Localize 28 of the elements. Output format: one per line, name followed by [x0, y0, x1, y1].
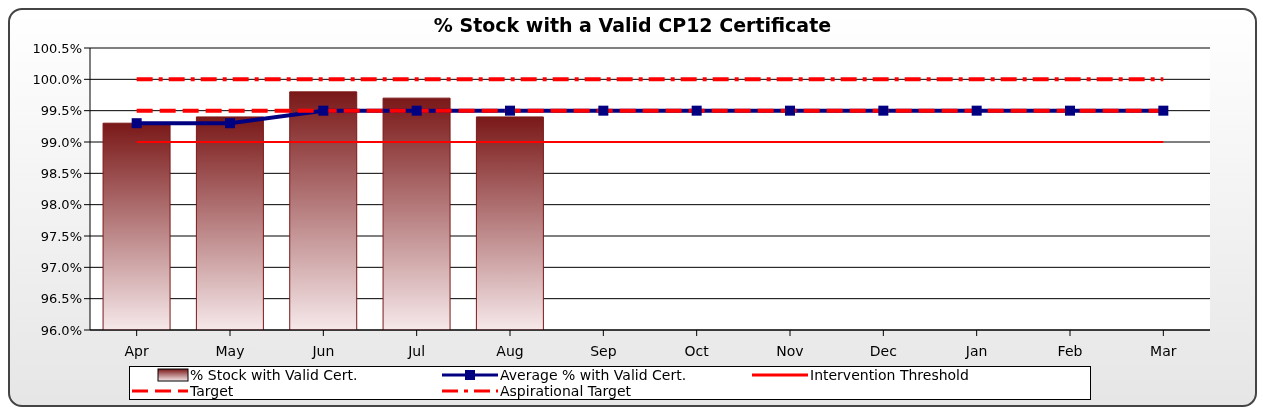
- legend-label: % Stock with Valid Cert.: [190, 367, 358, 383]
- y-tick-label: 98.5%: [40, 165, 82, 181]
- y-tick-label: 97.5%: [40, 228, 82, 244]
- y-tick-label: 100.5%: [32, 40, 82, 56]
- y-tick-label: 97.0%: [40, 259, 82, 275]
- x-tick-label: Jul: [407, 342, 426, 359]
- y-tick-label: 100.0%: [32, 71, 82, 87]
- x-tick-label: Sep: [590, 342, 617, 359]
- chart-title: % Stock with a Valid CP12 Certificate: [432, 13, 833, 38]
- y-tick-label: 99.5%: [40, 103, 82, 119]
- x-tick-label: Apr: [124, 342, 150, 359]
- x-tick-label: Oct: [684, 342, 710, 359]
- y-tick-label: 96.5%: [40, 291, 82, 307]
- x-tick-label: Dec: [869, 342, 897, 359]
- x-tick-label: Feb: [1057, 342, 1083, 359]
- y-tick-label: 99.0%: [40, 134, 82, 150]
- legend-label: Average % with Valid Cert.: [500, 367, 687, 383]
- x-tick-label: Mar: [1150, 342, 1177, 359]
- legend-label: Aspirational Target: [500, 383, 632, 399]
- y-tick-label: 96.0%: [40, 322, 82, 338]
- x-tick-label: Aug: [496, 342, 524, 359]
- x-tick-label: Jun: [311, 342, 335, 359]
- x-tick-label: May: [215, 342, 245, 359]
- legend-label: Intervention Threshold: [810, 367, 969, 383]
- x-tick-label: Nov: [776, 342, 804, 359]
- y-tick-label: 98.0%: [40, 197, 82, 213]
- x-tick-label: Jan: [964, 342, 988, 359]
- legend-label: Target: [190, 383, 234, 399]
